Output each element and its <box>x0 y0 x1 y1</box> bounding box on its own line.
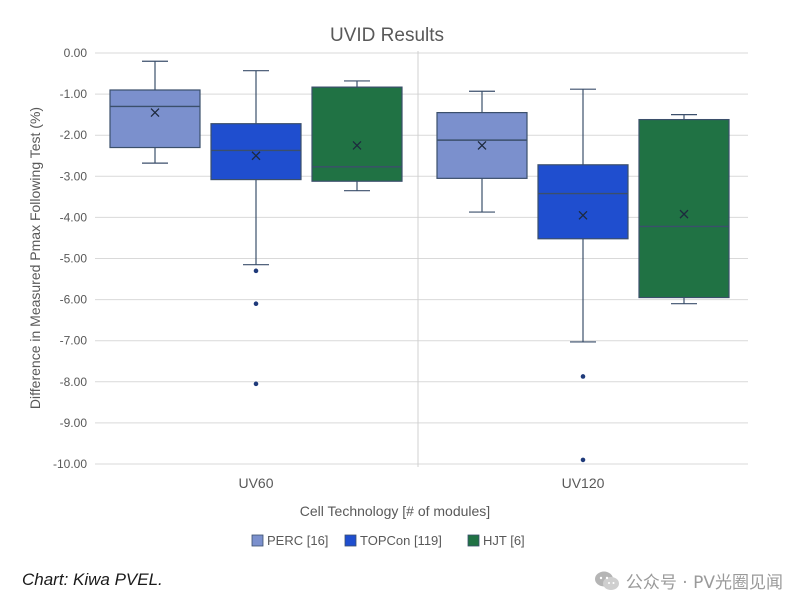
y-axis-label: Difference in Measured Pmax Following Te… <box>27 107 43 409</box>
legend-label: TOPCon [119] <box>360 533 442 548</box>
watermark: 公众号 · PV光圈见闻 <box>594 568 783 593</box>
y-axis-ticks: 0.00 -1.00 -2.00 -3.00 -4.00 -5.00 -6.00 -7.00 -… <box>53 46 87 471</box>
box-1-1 <box>537 88 629 463</box>
chart-credit: Chart: Kiwa PVEL. <box>22 570 163 589</box>
legend: PERC [16] TOPCon [119] HJT [6] <box>251 533 525 548</box>
box-2-1 <box>638 114 730 305</box>
legend-swatch <box>251 534 264 547</box>
legend-label: PERC [16] <box>267 533 328 548</box>
box-0-0 <box>109 60 201 164</box>
y-tick-label: -4.00 <box>60 210 88 224</box>
outlier-point <box>580 457 586 463</box>
y-tick-label: 0.00 <box>64 46 88 60</box>
x-axis-categories: UV60 UV120 <box>238 475 604 491</box>
x-axis-label: Cell Technology [# of modules] <box>300 503 490 519</box>
box-1-0 <box>210 70 302 387</box>
y-tick-label: -6.00 <box>60 293 88 307</box>
mean-marker <box>679 209 689 219</box>
legend-swatch <box>467 534 480 547</box>
y-tick-label: -8.00 <box>60 375 88 389</box>
y-tick-label: -7.00 <box>60 334 88 348</box>
wechat-icon <box>594 571 619 590</box>
y-tick-label: -2.00 <box>60 128 88 142</box>
legend-swatch <box>344 534 357 547</box>
y-tick-label: -3.00 <box>60 169 88 183</box>
gridlines <box>95 52 748 465</box>
mean-marker <box>251 151 261 161</box>
outlier-point <box>580 374 586 379</box>
box-iqr <box>537 164 629 240</box>
box-iqr <box>638 118 730 299</box>
box-plot-chart: UVID Results 0.00 -1.00 -2.00 -3.00 -4.00 -5.… <box>27 25 748 548</box>
y-tick-label: -1.00 <box>60 87 88 101</box>
box-2-0 <box>311 80 403 192</box>
legend-item: PERC [16] <box>251 533 328 548</box>
chart-title: UVID Results <box>330 25 444 46</box>
legend-item: HJT [6] <box>467 533 525 548</box>
x-category-label: UV120 <box>562 475 605 491</box>
outlier-point <box>253 381 259 387</box>
box-iqr <box>109 89 201 149</box>
x-category-label: UV60 <box>238 475 273 491</box>
box-iqr <box>210 123 302 181</box>
mean-marker <box>352 141 362 150</box>
box-0-1 <box>436 90 528 213</box>
y-tick-label: -5.00 <box>60 252 88 266</box>
legend-label: HJT [6] <box>483 533 525 548</box>
boxes <box>109 60 730 463</box>
y-tick-label: -10.00 <box>53 457 87 471</box>
watermark-text: 公众号 · PV光圈见闻 <box>625 573 783 593</box>
mean-marker <box>150 108 160 118</box>
y-tick-label: -9.00 <box>60 416 88 430</box>
legend-item: TOPCon [119] <box>344 533 442 548</box>
outlier-point <box>253 268 259 274</box>
box-iqr <box>311 86 403 182</box>
mean-marker <box>477 141 487 150</box>
outlier-point <box>253 301 259 307</box>
mean-marker <box>578 210 588 220</box>
